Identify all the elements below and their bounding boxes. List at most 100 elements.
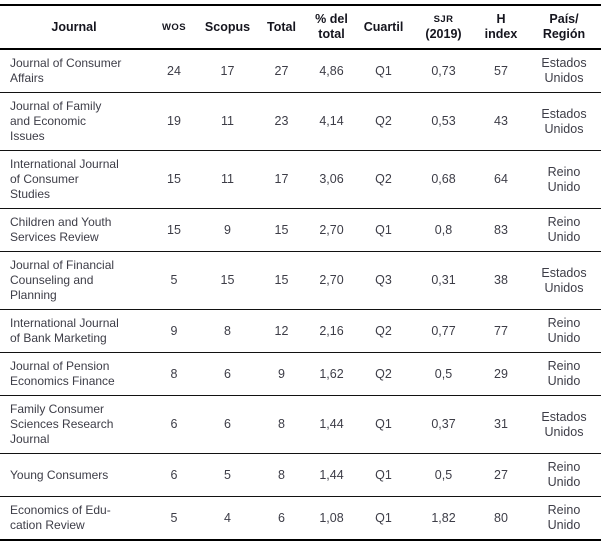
scopus-value: 6 [224, 417, 231, 431]
pais-region-value: Reino Unido [547, 460, 581, 489]
journal-name: Journal of Financial Counseling and Plan… [10, 258, 115, 302]
scopus-value: 8 [224, 323, 231, 338]
h-index-value: 57 [494, 63, 508, 78]
pais-region-value: Reino Unido [547, 503, 581, 532]
cuartil-value: Q1 [375, 510, 392, 525]
scopus-value: 9 [224, 222, 231, 237]
pais-region-value: Reino Unido [547, 359, 581, 388]
total-value: 27 [274, 63, 289, 78]
total-value: 15 [274, 273, 289, 287]
cuartil-value: Q2 [375, 366, 392, 381]
pais-region-value: Estados Unidos [541, 265, 587, 295]
pais-region-value: Estados Unidos [541, 56, 587, 85]
wos-value: 5 [170, 510, 178, 525]
col-header-sjr-year: (2019) [425, 27, 462, 41]
h-index-value: 38 [494, 273, 508, 287]
h-index-value: 27 [494, 467, 508, 482]
col-header-h-index: H index [484, 12, 518, 41]
scopus-value: 15 [220, 273, 235, 287]
sjr-value: 0,5 [434, 467, 453, 482]
wos-value: 24 [167, 63, 181, 78]
page: Journal WOS Scopus Total % del total Cua… [0, 4, 601, 541]
table-row: International Journal of Consumer Studie… [0, 151, 601, 209]
pais-region-value: Reino Unido [547, 316, 581, 345]
sjr-value: 0,31 [431, 273, 456, 287]
col-header-scopus: Scopus [204, 19, 251, 34]
wos-value: 8 [170, 366, 178, 381]
table-body: Journal of Consumer Affairs 24 17 27 4,8… [0, 49, 601, 540]
wos-value: 15 [167, 172, 181, 186]
scopus-value: 6 [224, 366, 231, 381]
wos-value: 5 [170, 273, 178, 287]
wos-value: 6 [170, 467, 178, 482]
col-header-journal: Journal [51, 19, 97, 34]
cuartil-value: Q1 [375, 467, 392, 482]
pct-total-value: 4,14 [319, 114, 344, 128]
h-index-value: 64 [494, 172, 508, 186]
h-index-value: 43 [494, 114, 508, 128]
sjr-value: 0,68 [431, 172, 456, 186]
sjr-value: 1,82 [431, 510, 456, 525]
pct-total-value: 3,06 [319, 172, 344, 186]
wos-value: 15 [167, 222, 181, 237]
table-row: Journal of Financial Counseling and Plan… [0, 252, 601, 310]
table-row: Young Consumers 6 5 8 1,44 Q1 0,5 27 Rei… [0, 454, 601, 497]
total-value: 17 [274, 172, 289, 186]
total-value: 9 [278, 366, 285, 381]
cuartil-value: Q2 [375, 323, 392, 338]
journal-name: Children and Youth Services Review [10, 215, 112, 244]
pais-region-value: Estados Unidos [541, 409, 587, 439]
wos-value: 6 [170, 417, 178, 431]
table-row: Economics of Edu- cation Review 5 4 6 1,… [0, 497, 601, 540]
pct-total-value: 4,86 [319, 63, 344, 78]
pais-region-value: Reino Unido [547, 215, 581, 244]
pct-total-value: 1,08 [319, 510, 344, 525]
h-index-value: 83 [494, 222, 508, 237]
pct-total-value: 1,44 [319, 467, 344, 482]
journal-name: Young Consumers [10, 467, 109, 482]
total-value: 8 [278, 467, 285, 482]
table-row: International Journal of Bank Marketing … [0, 310, 601, 353]
scopus-value: 5 [224, 467, 231, 482]
table-row: Journal of Pension Economics Finance 8 6… [0, 353, 601, 396]
col-header-pct-total: % del total [315, 12, 348, 41]
pct-total-value: 2,16 [319, 323, 344, 338]
cuartil-value: Q1 [375, 417, 392, 431]
cuartil-value: Q1 [375, 222, 392, 237]
sjr-value: 0,77 [431, 323, 456, 338]
total-value: 8 [278, 417, 285, 431]
sjr-value: 0,53 [431, 114, 456, 128]
total-value: 15 [274, 222, 289, 237]
total-value: 23 [274, 114, 289, 128]
wos-value: 19 [167, 114, 181, 128]
cuartil-value: Q2 [375, 172, 392, 186]
total-value: 12 [274, 323, 289, 338]
table-row: Children and Youth Services Review 15 9 … [0, 209, 601, 252]
journals-table: Journal WOS Scopus Total % del total Cua… [0, 4, 601, 541]
col-header-cuartil: Cuartil [363, 19, 404, 34]
col-header-pais-region: País/ Región [542, 12, 586, 41]
journal-name: Family Consumer Sciences Research Journa… [10, 402, 114, 446]
journal-name: International Journal of Consumer Studie… [10, 157, 119, 201]
h-index-value: 80 [494, 510, 508, 525]
col-header-wos: WOS [148, 5, 200, 49]
h-index-value: 29 [494, 366, 508, 381]
scopus-value: 4 [224, 510, 231, 525]
journal-name: International Journal of Bank Marketing [10, 316, 119, 345]
col-header-sjr-abbr: SJR [433, 14, 454, 25]
pct-total-value: 1,44 [319, 417, 344, 431]
table-row: Family Consumer Sciences Research Journa… [0, 396, 601, 454]
table-row: Journal of Consumer Affairs 24 17 27 4,8… [0, 49, 601, 93]
cuartil-value: Q1 [375, 63, 392, 78]
col-header-wos-label: WOS [162, 22, 186, 33]
pct-total-value: 2,70 [319, 273, 344, 287]
sjr-value: 0,8 [434, 222, 453, 237]
journal-name: Journal of Pension Economics Finance [10, 359, 115, 388]
header-row: Journal WOS Scopus Total % del total Cua… [0, 5, 601, 49]
cuartil-value: Q2 [375, 114, 392, 128]
pais-region-value: Estados Unidos [541, 106, 587, 136]
h-index-value: 77 [494, 323, 508, 338]
pct-total-value: 2,70 [319, 222, 344, 237]
total-value: 6 [278, 510, 285, 525]
pais-region-value: Reino Unido [547, 164, 581, 194]
